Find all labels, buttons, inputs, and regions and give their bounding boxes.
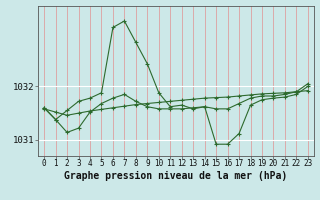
X-axis label: Graphe pression niveau de la mer (hPa): Graphe pression niveau de la mer (hPa) [64,171,288,181]
